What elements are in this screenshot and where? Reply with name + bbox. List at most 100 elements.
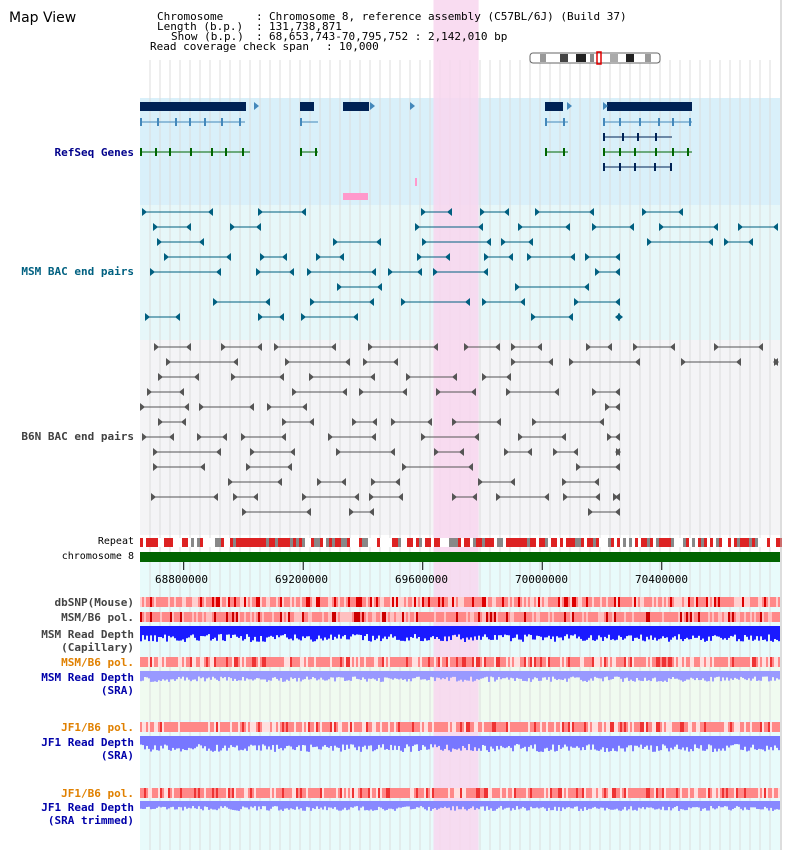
jf1-b6-pol-trimmed-cell[interactable] [216, 788, 218, 798]
jf1-read-depth-sra-bar[interactable] [146, 736, 148, 746]
msm-read-depth-capillary-bar[interactable] [766, 626, 768, 642]
jf1-read-depth-sra-bar[interactable] [222, 736, 224, 749]
msm-read-depth-sra-bar[interactable] [714, 671, 716, 678]
jf1-b6-pol-cell[interactable] [270, 722, 272, 732]
jf1-b6-pol-trimmed-cell[interactable] [720, 788, 722, 798]
dbsnp-cell[interactable] [624, 597, 626, 607]
repeat-segment[interactable] [254, 538, 257, 547]
jf1-read-depth-trimmed-bar[interactable] [334, 801, 336, 808]
msm-read-depth-sra-bar[interactable] [320, 671, 322, 678]
repeat-segment[interactable] [515, 538, 518, 547]
jf1-b6-pol-trimmed-cell[interactable] [334, 788, 336, 798]
jf1-read-depth-sra-bar[interactable] [482, 736, 484, 745]
jf1-b6-pol-cell[interactable] [234, 722, 236, 732]
msm-read-depth-sra-bar[interactable] [350, 671, 352, 681]
gene-exon[interactable] [619, 163, 621, 171]
jf1-read-depth-sra-bar[interactable] [234, 736, 236, 748]
jf1-b6-pol-trimmed-cell[interactable] [346, 788, 348, 798]
msm-b6-pol-sra-cell[interactable] [560, 657, 562, 667]
msm-b6-pol-sra-cell[interactable] [668, 657, 670, 667]
jf1-b6-pol-cell[interactable] [328, 722, 330, 732]
jf1-b6-pol-trimmed-cell[interactable] [690, 788, 692, 798]
jf1-read-depth-trimmed-bar[interactable] [620, 801, 622, 811]
msm-read-depth-sra-bar[interactable] [482, 671, 484, 679]
dbsnp-cell[interactable] [502, 597, 504, 607]
jf1-b6-pol-trimmed-cell[interactable] [488, 788, 490, 798]
b6n-bac-pair-end[interactable] [421, 433, 426, 441]
msm-read-depth-sra-bar[interactable] [338, 671, 340, 677]
dbsnp-cell[interactable] [324, 597, 326, 607]
jf1-read-depth-sra-bar[interactable] [272, 736, 274, 746]
msm-b6-pol-cell[interactable] [262, 612, 264, 622]
jf1-b6-pol-trimmed-cell[interactable] [244, 788, 246, 798]
dbsnp-cell[interactable] [282, 597, 284, 607]
jf1-b6-pol-cell[interactable] [440, 722, 442, 732]
repeat-segment[interactable] [728, 538, 731, 547]
jf1-read-depth-sra-bar[interactable] [266, 736, 268, 750]
jf1-b6-pol-cell[interactable] [474, 722, 476, 732]
jf1-read-depth-sra-bar[interactable] [652, 736, 654, 752]
jf1-read-depth-sra-bar[interactable] [710, 736, 712, 746]
jf1-read-depth-trimmed-bar[interactable] [450, 801, 452, 811]
jf1-read-depth-trimmed-bar[interactable] [720, 801, 722, 808]
msm-read-depth-capillary-bar[interactable] [150, 626, 152, 636]
jf1-b6-pol-cell[interactable] [472, 722, 474, 732]
jf1-read-depth-trimmed-bar[interactable] [182, 801, 184, 811]
jf1-read-depth-sra-bar[interactable] [496, 736, 498, 746]
jf1-read-depth-trimmed-bar[interactable] [318, 801, 320, 809]
jf1-b6-pol-trimmed-cell[interactable] [602, 788, 604, 798]
repeat-segment[interactable] [248, 538, 251, 547]
jf1-read-depth-trimmed-bar[interactable] [610, 801, 612, 810]
dbsnp-cell[interactable] [184, 597, 186, 607]
jf1-read-depth-sra-bar[interactable] [770, 736, 772, 748]
msm-read-depth-capillary-bar[interactable] [310, 626, 312, 640]
msm-b6-pol-cell[interactable] [514, 612, 516, 622]
msm-b6-pol-cell[interactable] [234, 612, 236, 622]
repeat-segment[interactable] [617, 538, 620, 547]
msm-b6-pol-cell[interactable] [406, 612, 408, 622]
jf1-read-depth-sra-bar[interactable] [410, 736, 412, 752]
msm-read-depth-sra-bar[interactable] [160, 671, 162, 681]
msm-b6-pol-cell[interactable] [278, 612, 280, 622]
msm-b6-pol-cell[interactable] [660, 612, 662, 622]
jf1-b6-pol-cell[interactable] [416, 722, 418, 732]
jf1-b6-pol-trimmed-cell[interactable] [272, 788, 274, 798]
msm-read-depth-capillary-bar[interactable] [584, 626, 586, 641]
msm-read-depth-capillary-bar[interactable] [554, 626, 556, 642]
jf1-read-depth-sra-bar[interactable] [330, 736, 332, 747]
msm-read-depth-sra-bar[interactable] [208, 671, 210, 678]
msm-read-depth-sra-bar[interactable] [330, 671, 332, 678]
jf1-read-depth-sra-bar[interactable] [696, 736, 698, 748]
msm-b6-pol-cell[interactable] [720, 612, 722, 622]
msm-b6-pol-cell[interactable] [754, 612, 756, 622]
msm-read-depth-sra-bar[interactable] [298, 671, 300, 678]
dbsnp-cell[interactable] [446, 597, 448, 607]
repeat-segment[interactable] [242, 538, 245, 547]
jf1-b6-pol-cell[interactable] [220, 722, 222, 732]
msm-read-depth-capillary-bar[interactable] [314, 626, 316, 642]
jf1-b6-pol-cell[interactable] [182, 722, 184, 732]
msm-read-depth-sra-bar[interactable] [360, 671, 362, 680]
jf1-b6-pol-cell[interactable] [360, 722, 362, 732]
jf1-read-depth-sra-bar[interactable] [672, 736, 674, 750]
msm-b6-pol-cell[interactable] [584, 612, 586, 622]
msm-b6-pol-cell[interactable] [632, 612, 634, 622]
jf1-b6-pol-trimmed-cell[interactable] [312, 788, 314, 798]
msm-b6-pol-sra-cell[interactable] [330, 657, 332, 667]
msm-read-depth-sra-bar[interactable] [724, 671, 726, 681]
msm-b6-pol-cell[interactable] [324, 612, 326, 622]
jf1-read-depth-trimmed-bar[interactable] [208, 801, 210, 810]
msm-read-depth-capillary-bar[interactable] [268, 626, 270, 637]
msm-bac-pair-end[interactable] [568, 313, 573, 321]
msm-read-depth-sra-bar[interactable] [218, 671, 220, 682]
msm-b6-pol-sra-cell[interactable] [590, 657, 592, 667]
msm-b6-pol-cell[interactable] [436, 612, 438, 622]
dbsnp-cell[interactable] [496, 597, 498, 607]
repeat-segment[interactable] [713, 538, 716, 547]
jf1-b6-pol-cell[interactable] [520, 722, 522, 732]
msm-read-depth-capillary-bar[interactable] [362, 626, 364, 641]
msm-b6-pol-sra-cell[interactable] [182, 657, 184, 667]
jf1-read-depth-sra-bar[interactable] [768, 736, 770, 750]
repeat-segment[interactable] [482, 538, 485, 547]
msm-read-depth-sra-bar[interactable] [654, 671, 656, 678]
